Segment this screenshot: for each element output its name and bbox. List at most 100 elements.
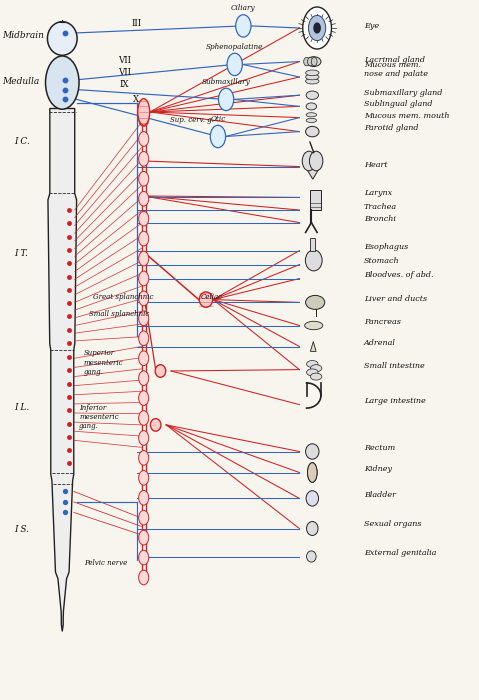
Text: Kidney: Kidney (364, 465, 392, 473)
Circle shape (311, 57, 317, 66)
Circle shape (218, 88, 234, 111)
Text: Bloodves. of abd.: Bloodves. of abd. (364, 271, 433, 279)
Text: Sexual organs: Sexual organs (364, 520, 422, 528)
Circle shape (138, 510, 148, 525)
Circle shape (138, 570, 148, 585)
Text: Liver and ducts: Liver and ducts (364, 295, 427, 303)
Circle shape (304, 57, 309, 66)
Circle shape (210, 125, 226, 148)
Circle shape (138, 491, 148, 505)
Ellipse shape (305, 250, 322, 271)
Text: I C.: I C. (14, 136, 30, 146)
Text: Mucous mem. mouth: Mucous mem. mouth (364, 111, 449, 120)
Ellipse shape (155, 365, 166, 377)
Text: Sphenopalatine: Sphenopalatine (206, 43, 263, 51)
Text: I L.: I L. (14, 402, 30, 412)
Text: I S.: I S. (14, 525, 29, 534)
Ellipse shape (306, 118, 317, 122)
Text: Otic: Otic (210, 115, 226, 123)
Circle shape (138, 430, 148, 445)
Circle shape (138, 331, 148, 346)
Ellipse shape (306, 295, 325, 309)
Text: Lacrimal gland: Lacrimal gland (364, 55, 425, 64)
Ellipse shape (310, 365, 322, 372)
Circle shape (313, 22, 321, 34)
Ellipse shape (306, 91, 319, 99)
Text: Large intestine: Large intestine (364, 397, 426, 405)
Polygon shape (303, 163, 322, 179)
Circle shape (227, 53, 242, 76)
Circle shape (138, 371, 148, 386)
Bar (310, 190, 321, 210)
Circle shape (308, 15, 326, 41)
Text: Eye: Eye (364, 22, 379, 30)
Circle shape (138, 391, 148, 405)
Circle shape (302, 151, 316, 171)
Text: Rectum: Rectum (364, 444, 395, 452)
Text: Pelvic nerve: Pelvic nerve (84, 559, 127, 567)
Text: Pancreas: Pancreas (364, 318, 401, 326)
Text: Stomach: Stomach (364, 257, 399, 265)
Ellipse shape (308, 463, 317, 482)
Text: Medulla: Medulla (2, 77, 40, 86)
Text: Inferior
mesenteric
gang.: Inferior mesenteric gang. (79, 404, 118, 430)
Text: IX: IX (120, 80, 129, 89)
Text: Small intestine: Small intestine (364, 362, 425, 370)
Circle shape (308, 57, 313, 66)
Text: Trachea: Trachea (364, 202, 397, 211)
Ellipse shape (307, 522, 318, 536)
Circle shape (138, 231, 148, 246)
Text: Parotid gland: Parotid gland (364, 124, 419, 132)
Polygon shape (310, 342, 316, 351)
Ellipse shape (307, 369, 318, 376)
Circle shape (138, 470, 148, 485)
Circle shape (236, 15, 251, 37)
Ellipse shape (307, 360, 318, 368)
Ellipse shape (308, 463, 317, 482)
Ellipse shape (307, 57, 321, 66)
Circle shape (138, 271, 148, 286)
Text: External genitalia: External genitalia (364, 549, 436, 557)
Ellipse shape (46, 56, 79, 109)
Text: Sup. cerv. g.: Sup. cerv. g. (170, 116, 214, 124)
Text: VII: VII (118, 56, 131, 65)
Text: I T.: I T. (14, 248, 28, 258)
Text: Adrenal: Adrenal (364, 339, 396, 347)
Text: Heart: Heart (364, 160, 388, 169)
Circle shape (138, 191, 148, 206)
Circle shape (138, 351, 148, 365)
Circle shape (303, 7, 331, 49)
Text: Esophagus: Esophagus (364, 243, 408, 251)
Ellipse shape (306, 113, 317, 117)
Circle shape (138, 111, 148, 126)
Text: Bladder: Bladder (364, 491, 396, 499)
Circle shape (138, 311, 148, 326)
Text: Great splanchnic: Great splanchnic (93, 293, 154, 301)
Circle shape (138, 211, 148, 226)
Text: Celiac: Celiac (200, 293, 222, 301)
Circle shape (138, 550, 148, 565)
Text: III: III (131, 19, 142, 28)
Ellipse shape (306, 70, 319, 76)
Ellipse shape (47, 22, 77, 55)
Text: Midbrain: Midbrain (2, 32, 44, 41)
Text: Sublingual gland: Sublingual gland (364, 100, 433, 108)
Ellipse shape (305, 321, 323, 330)
Circle shape (138, 151, 148, 166)
Ellipse shape (307, 551, 316, 562)
Ellipse shape (306, 74, 319, 80)
Circle shape (138, 251, 148, 266)
Text: X: X (134, 94, 139, 104)
Circle shape (138, 132, 148, 146)
Text: Submaxillary gland: Submaxillary gland (364, 89, 443, 97)
Circle shape (138, 172, 148, 186)
Text: Mucous mem.
nose and palate: Mucous mem. nose and palate (364, 61, 428, 78)
Text: Bronchi: Bronchi (364, 215, 396, 223)
Ellipse shape (306, 444, 319, 459)
Circle shape (138, 411, 148, 426)
Text: Small splanchnic: Small splanchnic (89, 310, 149, 319)
Circle shape (138, 451, 148, 466)
Bar (310, 238, 315, 251)
Ellipse shape (306, 126, 319, 136)
Polygon shape (48, 108, 77, 631)
